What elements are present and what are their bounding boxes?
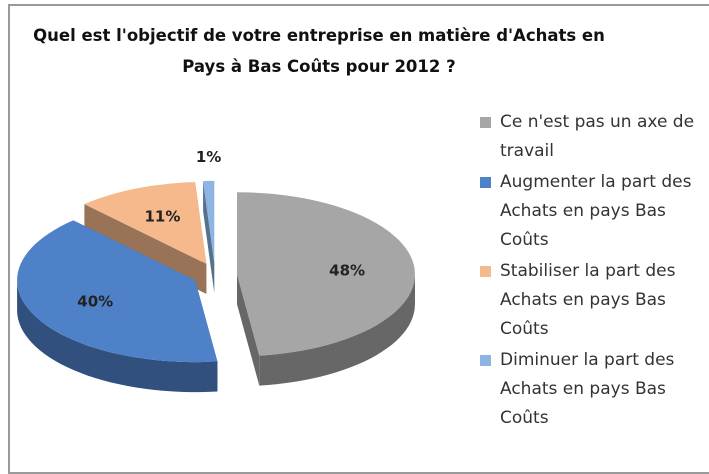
pie-chart: 48% 40% 11% 1%: [17, 148, 415, 393]
legend-label: Stabiliser la part des Achats en pays Ba…: [500, 261, 676, 339]
legend-swatch: [480, 177, 491, 188]
slice: [203, 180, 215, 263]
slice-side: [203, 181, 215, 293]
legend-item: Diminuer la part des Achats en pays Bas …: [478, 346, 709, 433]
legend: Ce n'est pas un axe de travail Augmenter …: [478, 108, 709, 435]
data-label: 11%: [144, 208, 180, 226]
legend-item: Augmenter la part des Achats en pays Bas…: [478, 168, 709, 255]
slice-side: [259, 274, 415, 386]
legend-label: Augmenter la part des Achats en pays Bas…: [500, 172, 692, 250]
slice-side: [237, 274, 260, 386]
legend-item: Stabiliser la part des Achats en pays Ba…: [478, 257, 709, 344]
legend-swatch: [480, 266, 491, 277]
legend-swatch: [480, 355, 491, 366]
chart-title: Quel est l'objectif de votre entreprise …: [33, 26, 605, 76]
slice-side: [17, 280, 218, 393]
data-label: 40%: [77, 292, 113, 310]
data-label: 48%: [329, 262, 365, 280]
slice: [84, 182, 207, 264]
legend-label: Ce n'est pas un axe de travail: [500, 112, 695, 161]
slice: [17, 220, 218, 363]
data-label: 1%: [196, 148, 221, 166]
legend-item: Ce n'est pas un axe de travail: [478, 108, 709, 166]
legend-label: Diminuer la part des Achats en pays Bas …: [500, 350, 675, 428]
slice: [237, 192, 415, 356]
legend-swatch: [480, 117, 491, 128]
